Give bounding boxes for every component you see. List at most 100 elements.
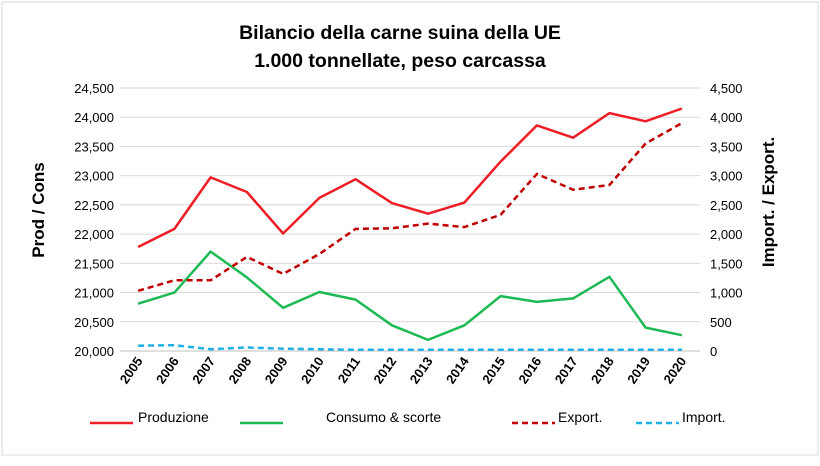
data-point [500, 161, 502, 163]
data-point [608, 276, 610, 278]
data-point [391, 349, 393, 351]
y-tick-label-left: 21,500 [74, 256, 114, 271]
data-point [681, 122, 683, 124]
data-point [137, 290, 139, 292]
data-point [500, 214, 502, 216]
y-tick-label-right: 500 [710, 315, 732, 330]
data-point [608, 112, 610, 114]
data-point [282, 307, 284, 309]
data-point [463, 324, 465, 326]
data-point [608, 349, 610, 351]
series-line-3 [138, 343, 682, 352]
data-point [210, 251, 212, 253]
y-tick-label-right: 2,500 [710, 198, 743, 213]
data-point [572, 297, 574, 299]
data-point [137, 246, 139, 248]
data-point [137, 303, 139, 305]
y-tick-label-left: 22,500 [74, 198, 114, 213]
data-point [427, 223, 429, 225]
data-point [463, 349, 465, 351]
data-point [500, 349, 502, 351]
y-tick-label-right: 3,500 [710, 139, 743, 154]
axes: 20,000 0 20,500 500 21,000 1,000 21,500 1,500 22… [74, 81, 742, 386]
data-point [463, 202, 465, 204]
y-tick-label-left: 23,500 [74, 139, 114, 154]
data-point [173, 344, 175, 346]
y-tick-label-right: 0 [710, 344, 717, 359]
y-axis-label-right: Import. / Export. [759, 137, 778, 267]
data-point [645, 349, 647, 351]
data-point [173, 228, 175, 230]
gridlines [120, 87, 700, 323]
data-point [318, 348, 320, 350]
data-point [246, 256, 248, 258]
data-point [681, 334, 683, 336]
data-point [536, 349, 538, 351]
chart-border [1, 1, 819, 456]
legend: Produzione Consumo & scorte Export. Import. [90, 409, 726, 425]
legend-label: Produzione [138, 409, 209, 425]
data-point [391, 202, 393, 204]
data-point [463, 226, 465, 228]
y-tick-label-left: 22,000 [74, 227, 114, 242]
data-point [536, 301, 538, 303]
data-point [681, 349, 683, 351]
y-tick-label-left: 21,000 [74, 286, 114, 301]
legend-label: Export. [558, 409, 602, 425]
y-tick-label-right: 3,000 [710, 169, 743, 184]
y-tick-label-left: 20,500 [74, 315, 114, 330]
data-point [427, 339, 429, 341]
chart-title-line2: 1.000 tonnellate, peso carcassa [254, 50, 546, 72]
data-point [282, 233, 284, 235]
y-tick-label-left: 24,500 [74, 81, 114, 96]
data-point [681, 108, 683, 110]
data-point [500, 295, 502, 297]
data-point [137, 345, 139, 347]
data-point [645, 120, 647, 122]
data-point [572, 349, 574, 351]
y-tick-label-right: 4,000 [710, 110, 743, 125]
data-point [318, 291, 320, 293]
data-point [391, 324, 393, 326]
series-line-2 [137, 122, 683, 293]
data-point [173, 279, 175, 281]
y-tick-label-right: 4,500 [710, 81, 743, 96]
data-point [536, 124, 538, 126]
data-point [536, 173, 538, 175]
series-lines [137, 107, 683, 352]
data-point [318, 253, 320, 255]
data-point [645, 327, 647, 329]
y-tick-label-right: 2,000 [710, 227, 743, 242]
data-point [608, 184, 610, 186]
data-point [355, 228, 357, 230]
series-line-0 [137, 107, 683, 249]
data-point [572, 189, 574, 191]
data-point [210, 348, 212, 350]
data-point [246, 191, 248, 193]
data-point [572, 137, 574, 139]
data-point [282, 348, 284, 350]
y-axis-label-left: Prod / Cons [29, 162, 48, 257]
y-tick-label-right: 1,500 [710, 256, 743, 271]
data-point [210, 279, 212, 281]
data-point [355, 178, 357, 180]
data-point [173, 292, 175, 294]
data-point [246, 347, 248, 349]
data-point [246, 276, 248, 278]
y-tick-label-left: 20,000 [74, 344, 114, 359]
y-tick-label-left: 23,000 [74, 169, 114, 184]
data-point [391, 227, 393, 229]
legend-label: Consumo & scorte [326, 409, 441, 425]
data-point [282, 273, 284, 275]
data-point [645, 143, 647, 145]
y-tick-label-right: 1,000 [710, 286, 743, 301]
legend-label: Import. [682, 409, 726, 425]
data-point [355, 349, 357, 351]
series-line-1 [137, 250, 683, 342]
data-point [318, 197, 320, 199]
y-tick-label-left: 24,000 [74, 110, 114, 125]
data-point [355, 299, 357, 301]
data-point [427, 349, 429, 351]
